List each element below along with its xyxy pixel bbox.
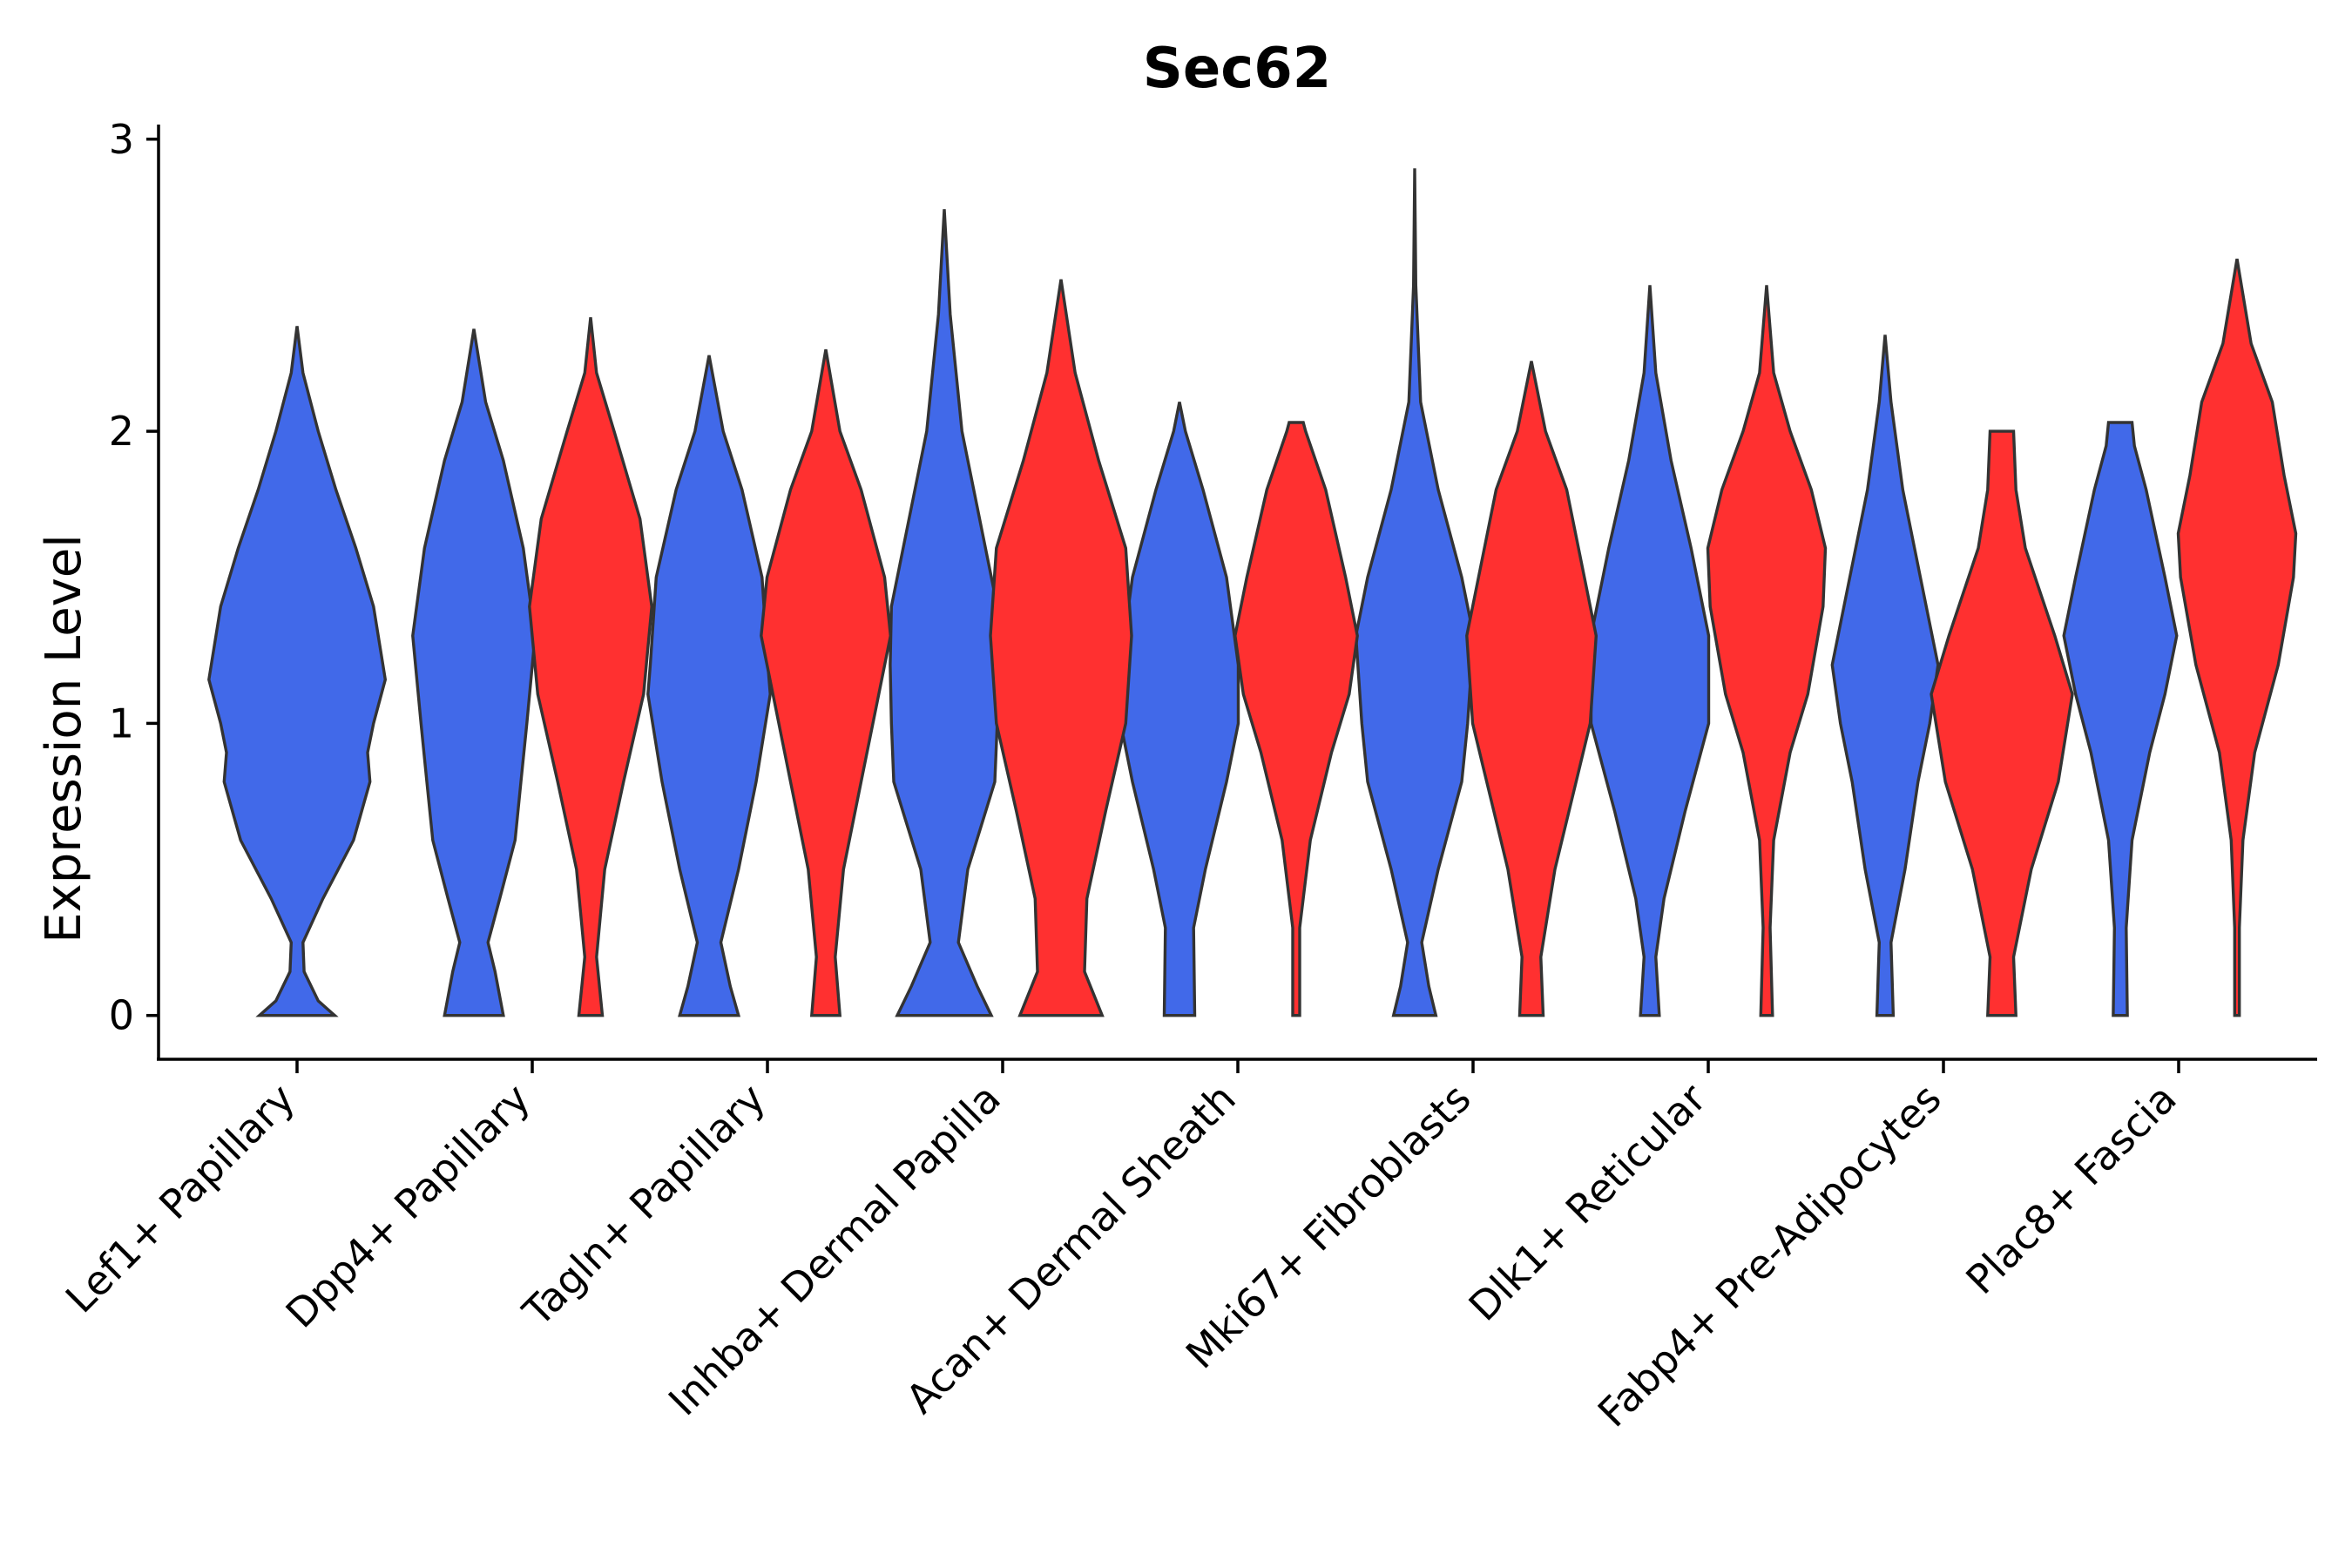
- x-tick-label-0: Lef1+ Papillary: [57, 1075, 304, 1322]
- violin-blue-0: [207, 326, 388, 1017]
- violins-layer: [207, 168, 2298, 1017]
- x-tick-label-1: Dpp4+ Papillary: [277, 1075, 539, 1337]
- violin-blue-1: [411, 328, 537, 1017]
- violin-blue-3: [889, 209, 1000, 1017]
- x-tick-label-2: Tagln+ Papillary: [513, 1075, 774, 1336]
- violin-red-7: [1930, 429, 2074, 1017]
- y-tick-label-3: 3: [109, 116, 134, 163]
- y-tick-label-0: 0: [109, 992, 134, 1039]
- violin-blue-5: [1354, 168, 1476, 1017]
- violin-red-1: [528, 317, 653, 1017]
- x-tick-label-6: Dlk1+ Reticular: [1460, 1075, 1715, 1330]
- violin-red-4: [1233, 421, 1359, 1017]
- violin-blue-2: [646, 355, 772, 1017]
- x-tick-label-8: Plac8+ Fascia: [1957, 1075, 2185, 1303]
- violin-blue-8: [2062, 421, 2179, 1017]
- violin-red-2: [760, 348, 893, 1017]
- chart-title: Sec62: [1143, 37, 1332, 101]
- violin-blue-6: [1589, 285, 1711, 1017]
- y-axis-label: Expression Level: [36, 534, 92, 943]
- violin-red-6: [1706, 285, 1828, 1017]
- violin-red-8: [2176, 258, 2298, 1017]
- y-tick-label-2: 2: [109, 408, 134, 455]
- violin-blue-7: [1830, 335, 1940, 1017]
- violin-blue-4: [1119, 402, 1240, 1017]
- violin-red-5: [1465, 361, 1598, 1017]
- violin-red-3: [989, 279, 1133, 1017]
- y-tick-label-1: 1: [109, 700, 134, 747]
- y-axis-ticks: 0 1 2 3: [109, 116, 159, 1039]
